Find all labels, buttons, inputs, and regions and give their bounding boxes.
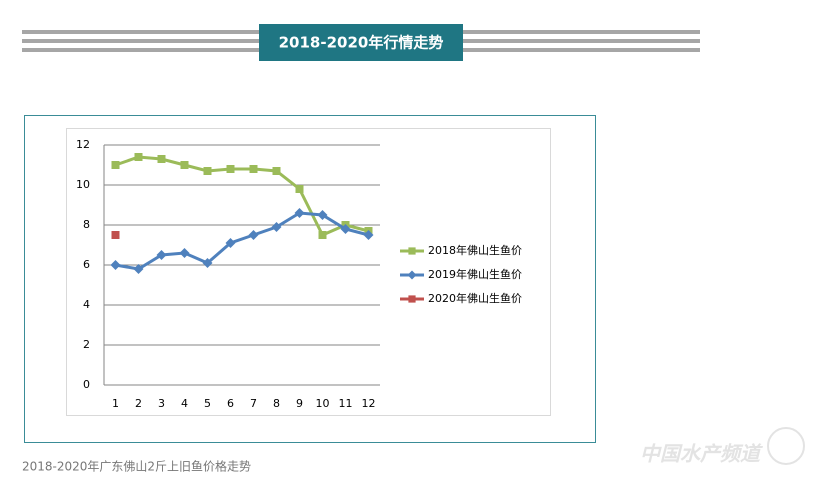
watermark-logo — [767, 427, 805, 465]
marker — [408, 295, 416, 303]
y-tick-label: 8 — [83, 218, 90, 231]
marker — [408, 247, 416, 255]
x-tick-label: 12 — [362, 397, 376, 410]
x-tick-label: 11 — [339, 397, 353, 410]
marker — [179, 248, 190, 258]
y-tick-label: 6 — [83, 258, 90, 271]
x-tick-label: 3 — [158, 397, 165, 410]
caption: 2018-2020年广东佛山2斤上旧鱼价格走势 — [22, 459, 251, 474]
marker — [202, 258, 213, 268]
x-tick-label: 2 — [135, 397, 142, 410]
y-tick-label: 2 — [83, 338, 90, 351]
x-tick-label: 5 — [204, 397, 211, 410]
marker — [203, 167, 212, 175]
x-tick-label: 8 — [273, 397, 280, 410]
header-title: 2018-2020年行情走势 — [279, 34, 444, 52]
marker — [111, 161, 120, 169]
header-box — [259, 24, 463, 61]
y-tick-label: 12 — [76, 138, 90, 151]
marker — [294, 208, 305, 218]
marker — [271, 222, 282, 232]
marker — [156, 250, 167, 260]
y-tick-label: 10 — [76, 178, 90, 191]
x-tick-label: 1 — [112, 397, 119, 410]
marker — [272, 167, 281, 175]
legend-label: 2019年佛山生鱼价 — [428, 267, 522, 281]
marker — [110, 260, 121, 270]
marker — [111, 231, 120, 239]
marker — [157, 155, 166, 163]
marker — [340, 224, 351, 234]
marker — [180, 161, 189, 169]
marker — [226, 165, 235, 173]
marker — [363, 230, 374, 240]
marker — [248, 230, 259, 240]
x-tick-label: 4 — [181, 397, 188, 410]
legend-label: 2020年佛山生鱼价 — [428, 291, 522, 305]
x-tick-label: 7 — [250, 397, 257, 410]
plot-frame — [66, 128, 551, 416]
marker — [318, 231, 327, 239]
legend-label: 2018年佛山生鱼价 — [428, 243, 522, 257]
marker — [134, 153, 143, 161]
marker — [407, 270, 417, 280]
series-line — [115, 211, 369, 271]
marker — [317, 210, 328, 220]
marker — [249, 165, 258, 173]
marker — [225, 238, 236, 248]
marker — [133, 264, 144, 274]
y-tick-label: 0 — [83, 378, 90, 391]
watermark: 中国水产频道 — [640, 442, 763, 466]
y-tick-label: 4 — [83, 298, 90, 311]
x-tick-label: 10 — [316, 397, 330, 410]
x-tick-label: 6 — [227, 397, 234, 410]
marker — [295, 185, 304, 193]
x-tick-label: 9 — [296, 397, 303, 410]
chart-frame — [24, 115, 596, 443]
